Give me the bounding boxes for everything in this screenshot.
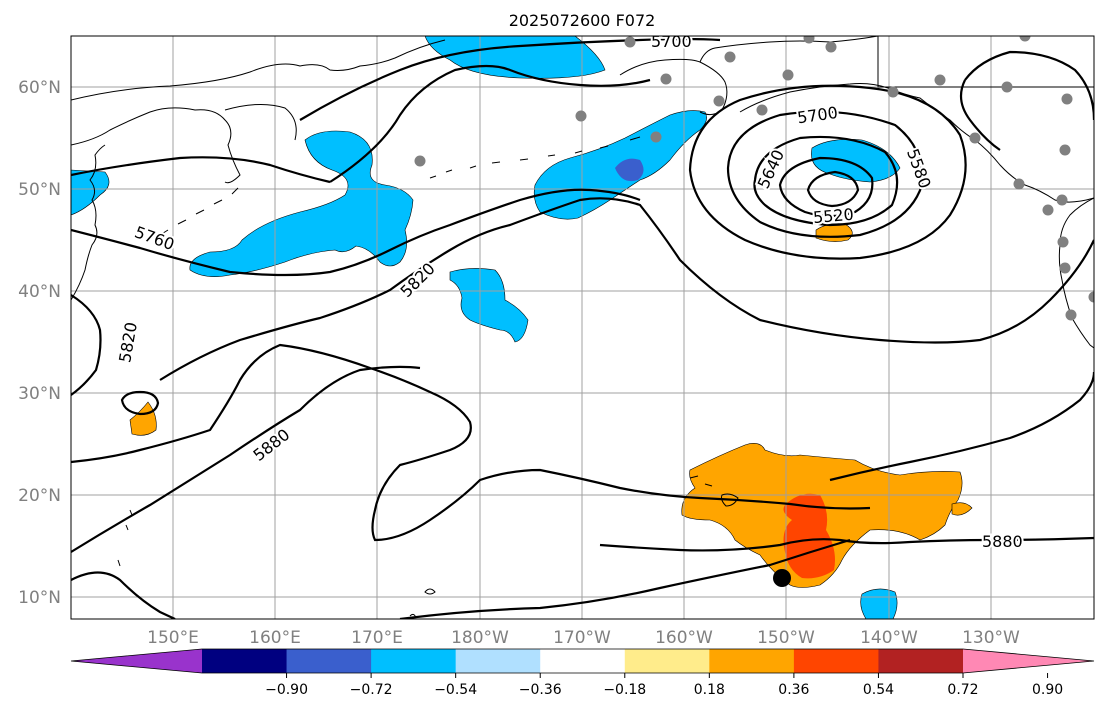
lat-label: 40°N <box>18 282 61 302</box>
lon-label: 140°W <box>860 628 918 648</box>
map-panel: 5700 5700 5640 5580 5520 5760 5820 5820 … <box>70 32 1095 620</box>
lon-label: 150°E <box>147 628 199 648</box>
contour-label-5700-top: 5700 <box>651 32 692 51</box>
station-marker <box>1057 236 1069 248</box>
station-marker <box>1001 81 1013 93</box>
station-marker <box>414 155 426 167</box>
strong-negative-fill <box>615 158 644 182</box>
station-marker <box>1059 262 1071 274</box>
colorbar-tick-label: 0.36 <box>778 682 809 698</box>
contour-label-5520: 5520 <box>812 205 854 227</box>
colorbar-ticks: −0.90 −0.72 −0.54 −0.36 −0.18 0.18 0.36 0.54 0.7… <box>265 673 1063 698</box>
lat-label: 50°N <box>18 180 61 200</box>
colorbar-outline <box>70 648 1095 674</box>
colorbar-tick-label: −0.36 <box>519 682 562 698</box>
longitude-labels: 150°E 160°E 170°E 180°W 170°W 160°W 150°… <box>147 628 1020 648</box>
map-frame <box>70 35 1095 620</box>
station-marker <box>1059 144 1071 156</box>
colorbar-tick-label: 0.54 <box>863 682 894 698</box>
height-contours <box>71 37 1094 619</box>
station-marker <box>1065 309 1077 321</box>
lon-label: 160°E <box>249 628 301 648</box>
station-marker <box>1061 93 1073 105</box>
colorbar-swatch <box>286 649 372 673</box>
lat-label: 30°N <box>18 384 61 404</box>
station-marker <box>756 104 768 116</box>
station-marker <box>825 41 837 53</box>
lon-label: 180°W <box>451 628 509 648</box>
station-marker <box>1019 36 1031 42</box>
lat-label: 60°N <box>18 78 61 98</box>
colorbar-swatch <box>709 649 795 673</box>
station-marker <box>1056 194 1068 206</box>
colorbar-swatch <box>963 649 1094 673</box>
station-marker <box>782 69 794 81</box>
station-marker <box>1088 291 1094 303</box>
station-marker <box>650 131 662 143</box>
latitude-labels: 60°N 50°N 40°N 30°N 20°N 10°N <box>18 78 61 608</box>
colorbar-swatch <box>71 649 202 673</box>
station-marker <box>934 74 946 86</box>
colorbar-tick-label: 0.90 <box>1032 682 1063 698</box>
lon-label: 130°W <box>962 628 1020 648</box>
lon-label: 170°W <box>553 628 611 648</box>
highlighted-station-marker <box>773 569 791 587</box>
station-marker <box>1042 204 1054 216</box>
colorbar-swatch <box>202 649 288 673</box>
colorbar-tick-label: −0.54 <box>434 682 477 698</box>
lon-label: 160°W <box>655 628 713 648</box>
colorbar-tick-label: −0.90 <box>265 682 308 698</box>
station-marker <box>969 132 981 144</box>
station-marker <box>713 95 725 107</box>
colorbar-tick-label: −0.18 <box>603 682 646 698</box>
lat-label: 10°N <box>18 588 61 608</box>
colorbar-swatch <box>624 649 710 673</box>
station-marker <box>624 36 636 48</box>
colorbar-tick-label: −0.72 <box>350 682 393 698</box>
colorbar-swatch <box>455 649 541 673</box>
lon-label: 150°W <box>757 628 815 648</box>
station-marker <box>724 51 736 63</box>
station-marker <box>660 73 672 85</box>
colorbar-swatches <box>70 648 1095 674</box>
station-markers <box>414 36 1094 587</box>
lat-label: 20°N <box>18 486 61 506</box>
station-marker <box>575 110 587 122</box>
map-title: 2025072600 F072 <box>509 11 656 30</box>
colorbar-tick-label: 0.72 <box>947 682 978 698</box>
colorbar-swatch <box>371 649 457 673</box>
station-marker <box>887 86 899 98</box>
lon-label: 170°E <box>351 628 403 648</box>
colorbar-tick-label: 0.18 <box>694 682 725 698</box>
graticule <box>71 36 1094 619</box>
contour-label-5880-east: 5880 <box>982 532 1023 551</box>
colorbar-swatch <box>878 649 964 673</box>
station-marker <box>803 36 815 44</box>
station-marker <box>1013 178 1025 190</box>
colorbar-swatch <box>540 649 626 673</box>
colorbar-swatch <box>793 649 879 673</box>
colorbar: −0.90 −0.72 −0.54 −0.36 −0.18 0.18 0.36 0.54 0.7… <box>70 648 1095 698</box>
